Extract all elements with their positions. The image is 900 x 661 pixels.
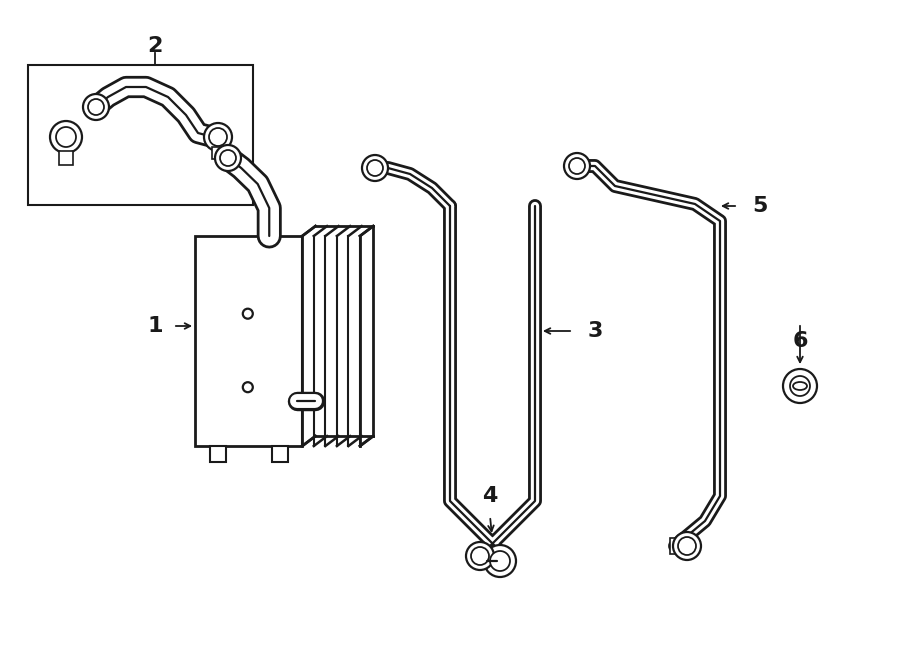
Bar [670, 538, 684, 554]
Bar [210, 446, 226, 462]
Text: 6: 6 [792, 331, 808, 351]
Circle shape [490, 551, 510, 571]
Circle shape [790, 376, 810, 396]
Circle shape [209, 128, 227, 146]
Circle shape [215, 145, 241, 171]
Circle shape [243, 309, 253, 319]
Circle shape [484, 545, 516, 577]
Text: 5: 5 [752, 196, 768, 216]
Circle shape [564, 153, 590, 179]
Text: 2: 2 [148, 36, 163, 56]
Circle shape [569, 158, 585, 174]
Ellipse shape [793, 382, 807, 390]
Circle shape [783, 369, 817, 403]
Circle shape [243, 382, 253, 392]
Circle shape [88, 99, 104, 115]
Circle shape [50, 121, 82, 153]
Circle shape [362, 155, 388, 181]
Circle shape [367, 160, 383, 176]
Circle shape [220, 150, 236, 166]
Circle shape [204, 123, 232, 151]
Circle shape [56, 127, 76, 147]
Bar [195, 236, 302, 446]
Circle shape [83, 94, 109, 120]
Circle shape [466, 542, 494, 570]
Bar [28, 65, 253, 205]
Bar [272, 446, 288, 462]
Circle shape [673, 532, 701, 560]
Text: 3: 3 [588, 321, 603, 341]
Bar [212, 147, 224, 159]
Circle shape [471, 547, 489, 565]
Text: 1: 1 [148, 316, 163, 336]
Bar [59, 151, 73, 165]
Circle shape [678, 537, 696, 555]
Text: 4: 4 [482, 486, 498, 506]
